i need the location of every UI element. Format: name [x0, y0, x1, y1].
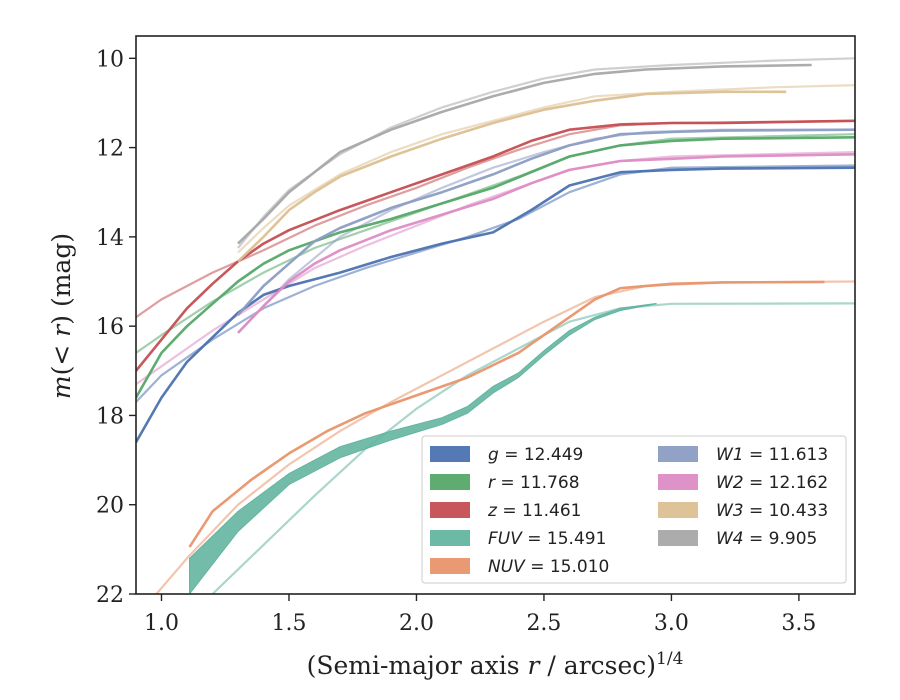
series-8-model-curve: [237, 57, 855, 249]
y-tick-label: 16: [96, 315, 124, 340]
y-tick-label: 10: [96, 47, 124, 72]
legend-label: g = 12.449: [488, 445, 583, 465]
x-tick-label: 1.5: [271, 611, 306, 636]
x-tick-label: 2.0: [399, 611, 434, 636]
series-layer: [136, 57, 855, 594]
legend-swatch: [658, 530, 698, 546]
series-0-data-curve: [136, 166, 855, 443]
y-tick-label: 20: [96, 494, 124, 519]
legend-label: NUV = 15.010: [488, 557, 609, 577]
legend-swatch: [430, 530, 470, 546]
series-0-model-curve: [136, 164, 855, 403]
legend-label: W1 = 11.613: [716, 445, 828, 465]
legend-swatch: [658, 502, 698, 518]
legend-label: r = 11.768: [488, 473, 580, 493]
legend-label: W2 = 12.162: [716, 473, 828, 493]
series-3-band: [189, 302, 657, 594]
legend-swatch: [430, 502, 470, 518]
y-tick-label: 18: [96, 404, 124, 429]
series-7-model-curve: [237, 84, 855, 254]
series-4-data-curve: [188, 280, 825, 548]
legend-label: W3 = 10.433: [716, 501, 828, 521]
legend-frame: [421, 435, 847, 584]
legend-swatch: [658, 446, 698, 462]
y-tick-label: 14: [96, 226, 124, 251]
y-axis-label: m(< r) (mag): [47, 233, 76, 399]
series-6-data-curve: [237, 153, 855, 334]
legend-label: FUV = 15.491: [488, 529, 606, 549]
legend-swatch: [430, 474, 470, 490]
y-tick-label: 12: [96, 137, 124, 162]
legend-swatch: [430, 446, 470, 462]
x-axis-label: (Semi-major axis r / arcsec)1/4: [307, 649, 684, 680]
legend-swatch: [658, 474, 698, 490]
x-tick-label: 1.0: [144, 611, 179, 636]
series-1-data-curve: [136, 136, 855, 399]
series-2-model-curve: [136, 119, 855, 319]
series-7-data-curve: [237, 90, 787, 263]
series-8-data-curve: [237, 63, 812, 245]
series-2-data-curve: [136, 119, 855, 372]
x-axis: 1.0 1.5 2.0 2.5 3.0 3.5: [144, 594, 816, 636]
plot-frame: [135, 35, 856, 595]
x-tick-label: 3.0: [654, 611, 689, 636]
x-tick-label: 3.5: [781, 611, 816, 636]
x-tick-label: 2.5: [526, 611, 561, 636]
legend-label: W4 = 9.905: [716, 529, 817, 549]
y-axis: 10 12 14 16 18 20 22: [96, 47, 136, 608]
legend-label: z = 11.461: [487, 501, 581, 521]
legend: g = 12.449 r = 11.768 z = 11.461 FUV = 15.4…: [421, 435, 847, 584]
legend-swatch: [430, 558, 470, 574]
series-5-data-curve: [237, 128, 855, 316]
y-tick-label: 22: [96, 583, 124, 608]
